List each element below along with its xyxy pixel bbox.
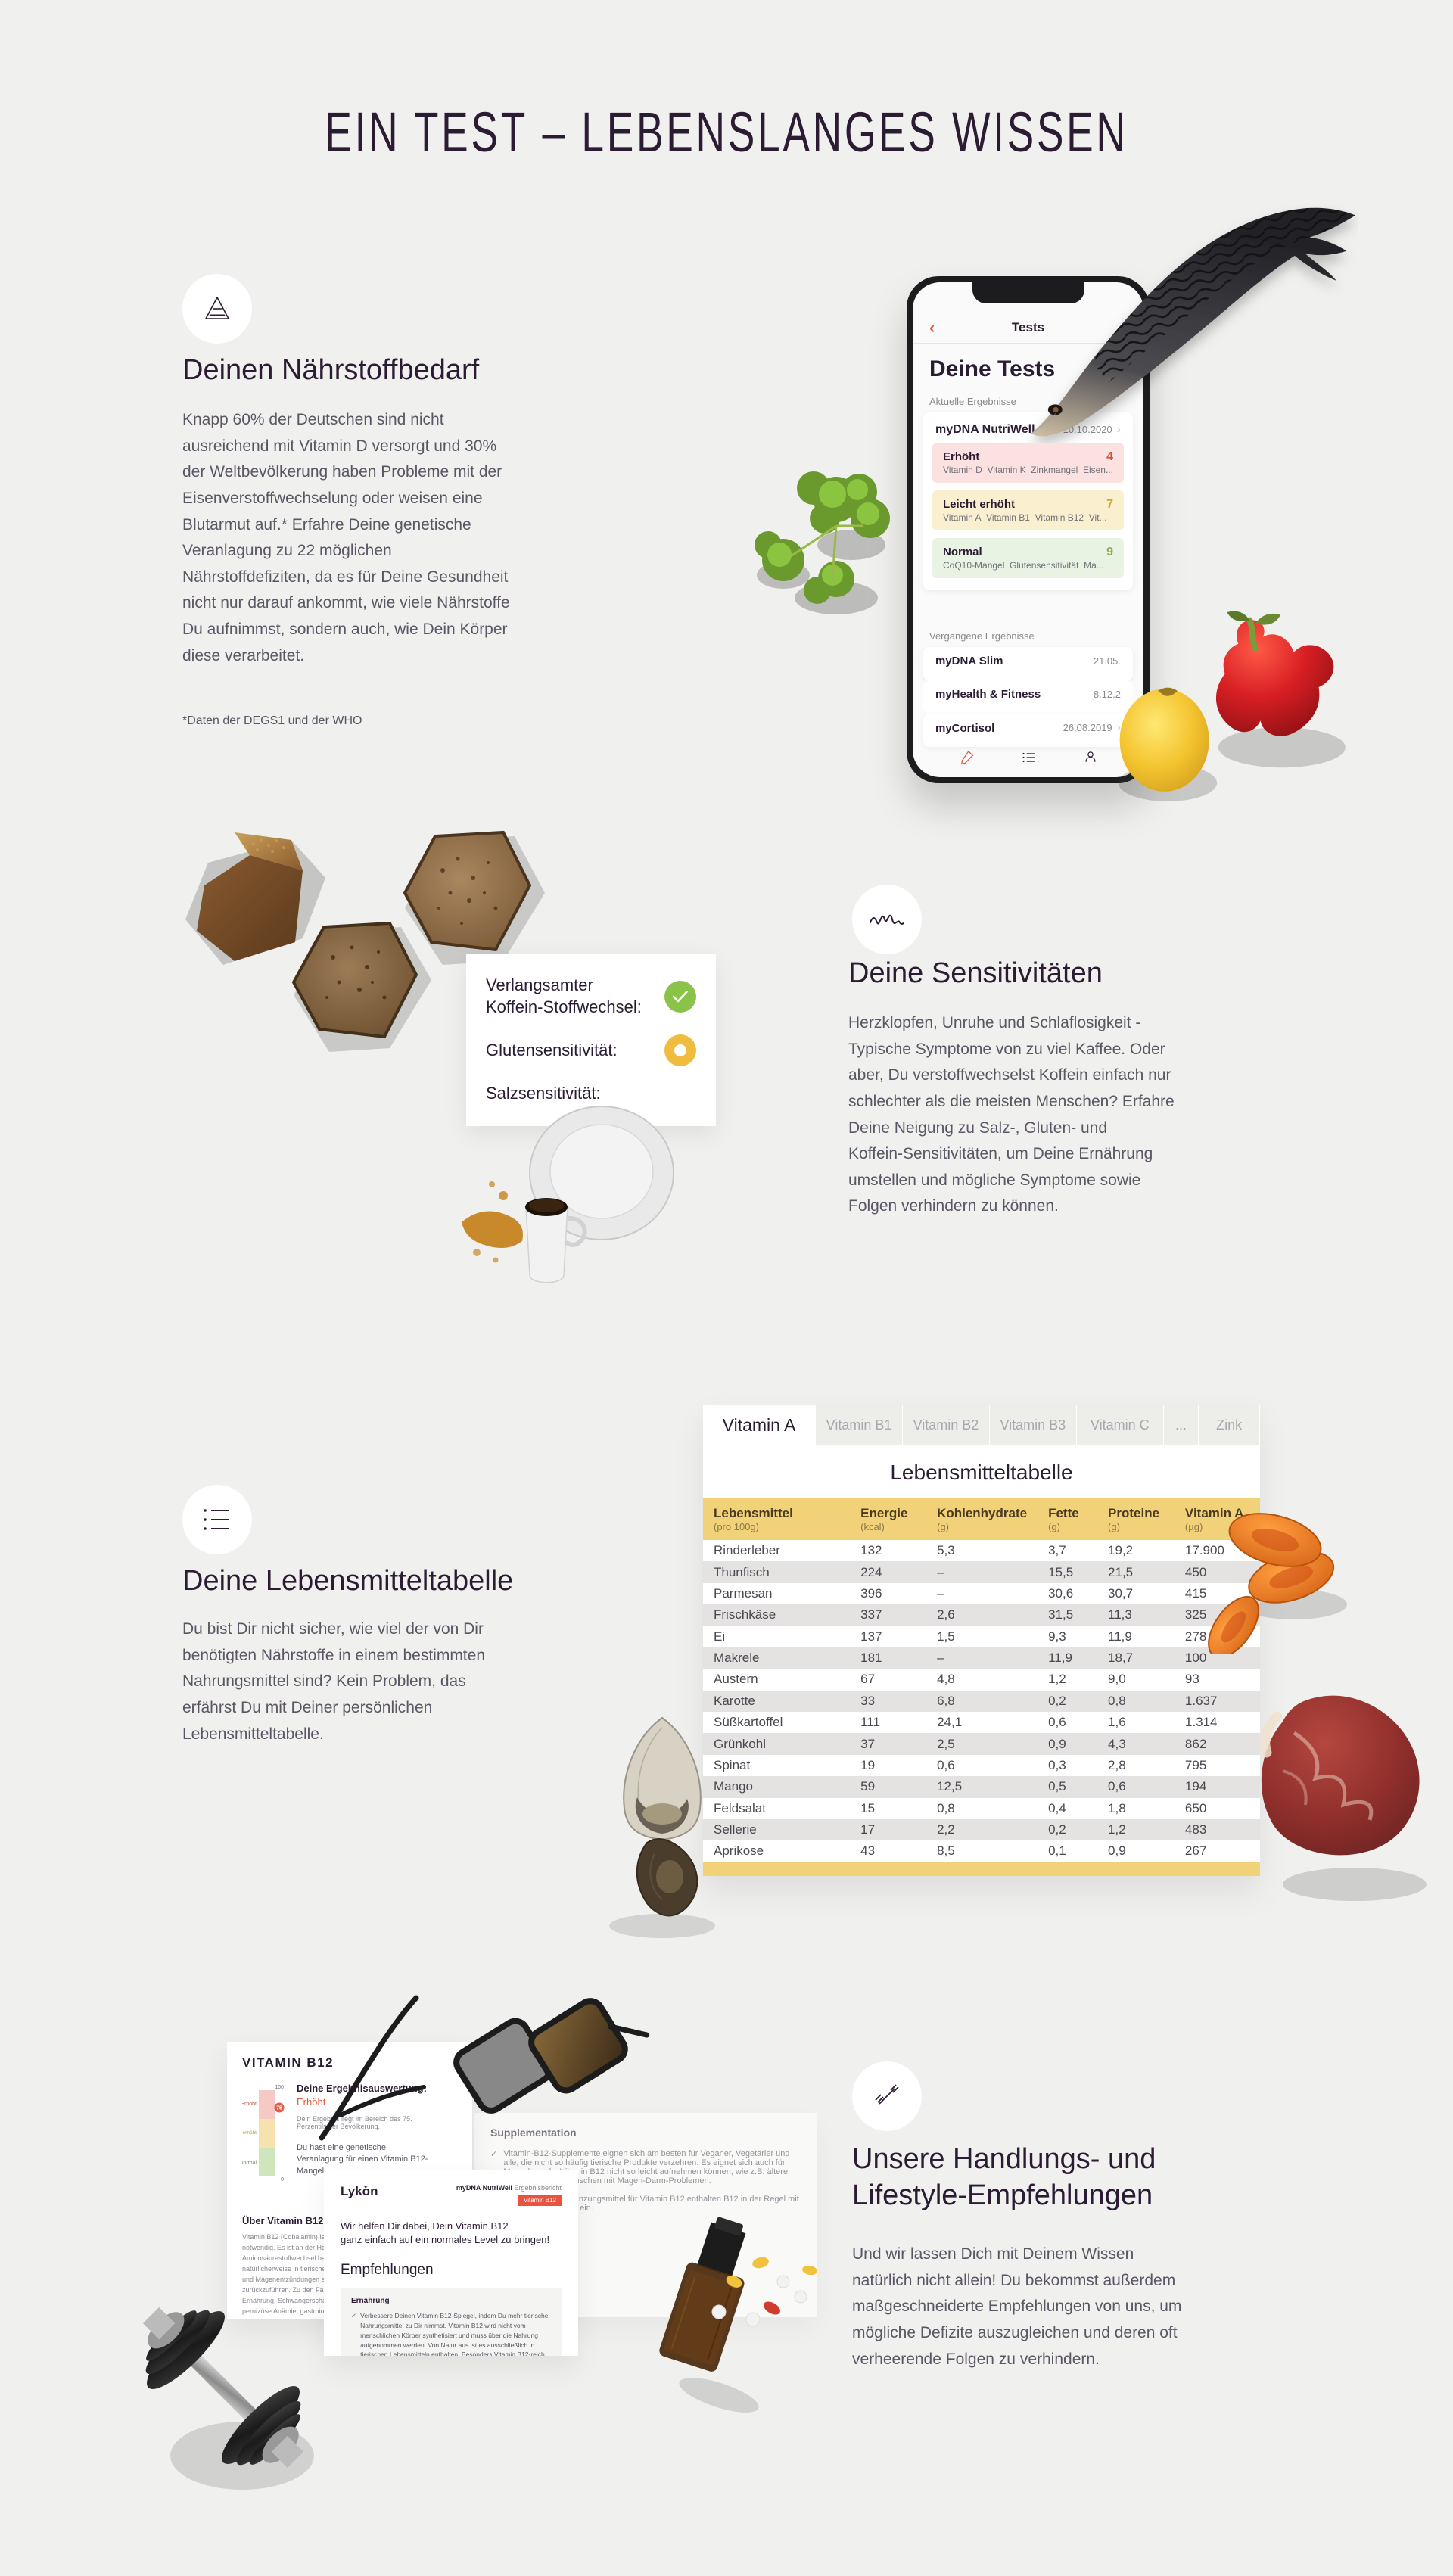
- svg-text:100: 100: [275, 2085, 284, 2090]
- svg-text:Normal: Normal: [242, 2161, 257, 2166]
- svg-text:Erhöht: Erhöht: [242, 2102, 257, 2107]
- svg-text:0: 0: [281, 2177, 284, 2182]
- svg-text:75: 75: [276, 2106, 282, 2111]
- svg-text:Leicht erhöht: Leicht erhöht: [242, 2130, 257, 2136]
